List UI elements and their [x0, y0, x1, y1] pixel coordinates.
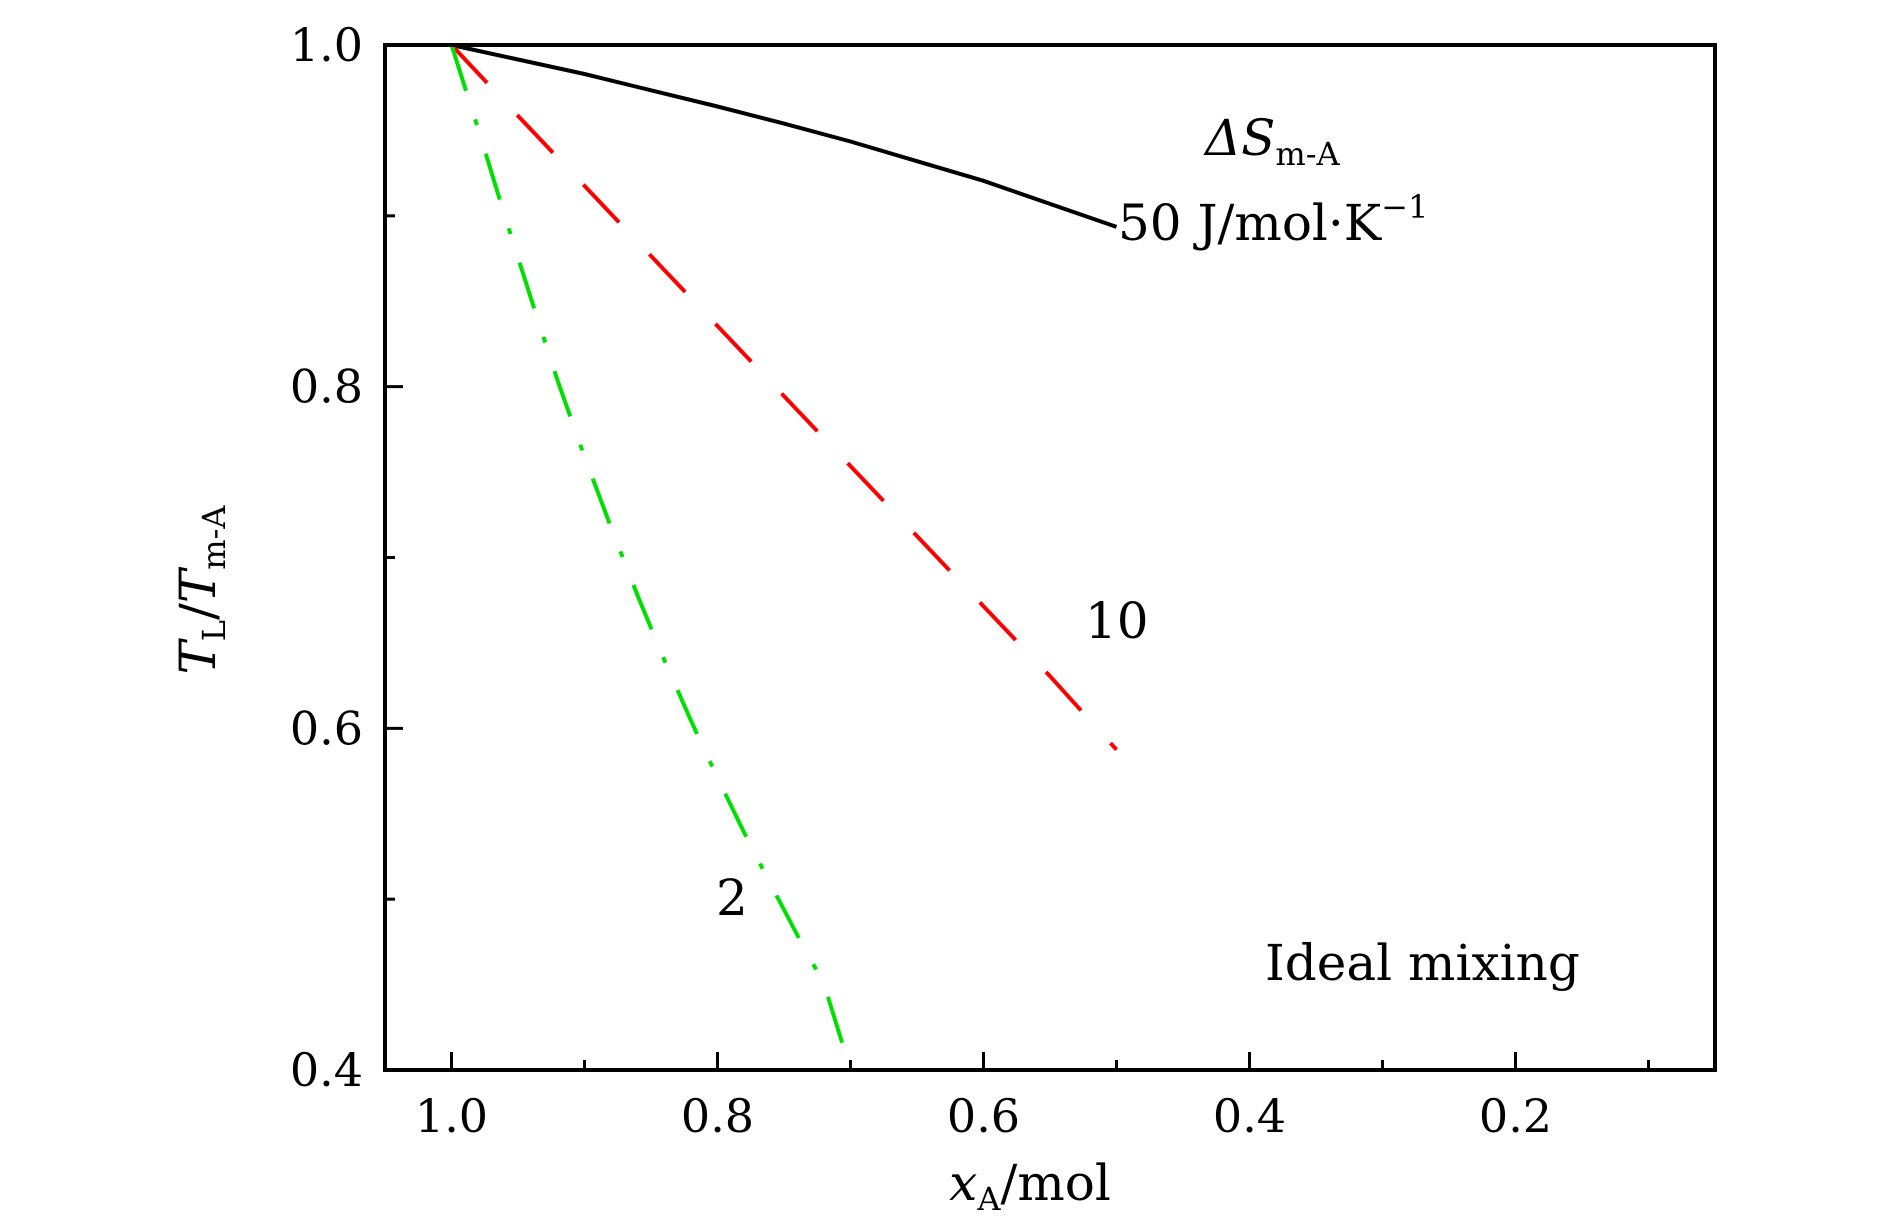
y-tick-label: 1.0: [290, 18, 363, 72]
y-axis-title-slash: /: [169, 603, 227, 620]
label-10: 10: [1085, 592, 1149, 650]
label-2: 2: [716, 869, 748, 927]
y-axis-title: TL/Tm-A: [169, 505, 233, 675]
series-line-1: [451, 43, 1118, 229]
x-axis-title: xA/mol: [949, 1154, 1111, 1218]
x-tick-label: 0.8: [681, 1089, 754, 1143]
x-axis-title-main: x: [949, 1154, 977, 1212]
series-line-3: [449, 44, 853, 1071]
series-layer: [449, 43, 1118, 1071]
y-tick-label: 0.8: [290, 360, 363, 414]
ticks-layer: 1.0 0.8 0.6 0.4 0.2 0.4 0.6 0.8 1.0: [290, 18, 1650, 1143]
entropy-sub: m-A: [1275, 135, 1340, 173]
entropy-symbol: ΔS: [1203, 109, 1275, 167]
y-axis-title-s1: L: [195, 620, 233, 641]
y-axis-title-t2: T: [169, 566, 227, 603]
ideal-mixing-label: Ideal mixing: [1265, 934, 1580, 992]
plot-frame: [383, 43, 1717, 1072]
label-50-sup: −1: [1381, 188, 1428, 226]
x-tick-label: 0.4: [1213, 1089, 1286, 1143]
y-tick-label: 0.6: [290, 701, 363, 755]
x-axis-title-rest: /mol: [1000, 1154, 1110, 1212]
label-50-value: 50 J/mol·K: [1118, 194, 1383, 252]
y-axis-title-s2: m-A: [195, 505, 233, 570]
x-tick-label: 1.0: [415, 1089, 488, 1143]
x-tick-label: 0.2: [1479, 1089, 1552, 1143]
entropy-label: ΔSm-A: [1203, 109, 1341, 173]
series-line-2: [450, 43, 1118, 752]
y-axis-title-t1: T: [169, 638, 227, 675]
x-tick-label: 0.6: [947, 1089, 1020, 1143]
label-50: 50 J/mol·K−1: [1118, 188, 1428, 252]
y-tick-label: 0.4: [290, 1043, 363, 1097]
x-axis-title-sub: A: [976, 1180, 1001, 1218]
